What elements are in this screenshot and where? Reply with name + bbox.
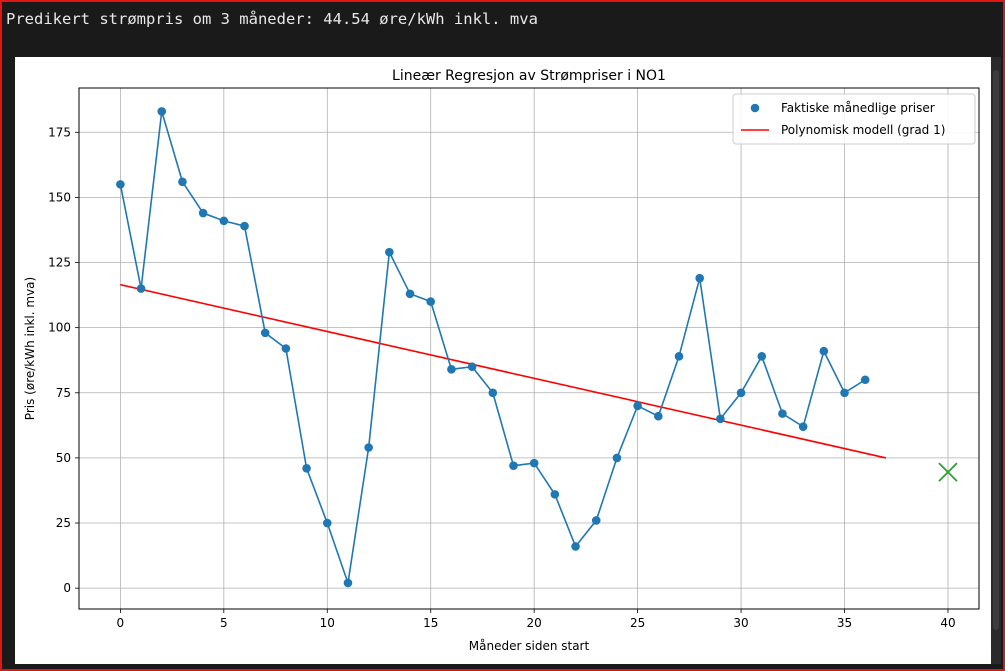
y-tick-label: 50 [56,451,71,465]
price-point [219,216,229,226]
y-tick-label: 0 [63,581,71,595]
regression-line [120,283,887,459]
price-point [840,388,849,398]
price-point [488,388,498,398]
y-tick-label: 25 [56,516,71,530]
price-point [798,422,808,431]
price-point [405,289,415,299]
y-tick-label: 100 [48,321,71,335]
y-tick-label: 75 [56,386,71,400]
legend-box [732,93,976,145]
x-tick-label: 40 [940,616,955,630]
price-point [819,346,829,356]
price-line [119,111,866,584]
price-point [778,409,787,418]
price-point [695,273,704,283]
prediction-marker-stroke [938,462,958,482]
y-axis-label: Pris (øre/kWh inkl. mva) [23,277,37,420]
price-point [571,542,580,551]
price-point [467,362,477,372]
legend-swatch-actual [750,103,760,113]
price-point [447,365,456,374]
price-point [385,247,394,257]
x-tick-label: 0 [117,616,125,630]
y-tick-label: 175 [48,125,71,139]
price-point [178,177,187,187]
prediction-output-text: Predikert strømpris om 3 måneder: 44.54 … [6,10,538,28]
prediction-marker [938,462,958,482]
price-point [550,490,560,499]
x-tick-label: 30 [733,616,748,630]
price-point [240,221,249,231]
output-scrollbar-thumb[interactable] [993,70,999,630]
price-point [426,297,436,306]
x-tick-label: 5 [220,616,228,630]
price-point [633,401,642,411]
price-point [757,352,767,361]
x-tick-label: 25 [630,616,645,630]
chart-title: Lineær Regresjon av Strømpriser i NO1 [392,68,666,84]
price-point [736,388,746,398]
price-point [364,443,373,452]
price-point [612,453,622,463]
y-tick-label: 125 [48,256,71,270]
plot-output-area: 0 5 10 15 20 25 30 35 40 0 25 50 75 100 125 150 175 Lineæ… [15,57,991,664]
x-tick-label: 15 [423,616,438,630]
price-point [302,464,311,473]
price-point [529,458,539,468]
price-point [136,284,146,293]
x-tick-label: 10 [320,616,335,630]
regression-chart: 0 5 10 15 20 25 30 35 40 0 25 50 75 100 125 150 175 Lineæ… [23,68,980,653]
price-point [674,352,684,361]
price-point [198,208,208,218]
x-tick-label: 35 [837,616,852,630]
price-point [343,578,353,588]
price-point [591,516,601,525]
x-axis-label: Måneder siden start [469,639,590,653]
price-point [860,375,870,385]
price-point [116,180,125,189]
x-tick-label: 20 [527,616,542,630]
price-point [716,414,725,424]
y-tick-label: 150 [48,190,71,204]
axes-frame [78,87,980,610]
legend-label-model: Polynomisk modell (grad 1) [781,123,945,137]
price-point [157,107,167,116]
price-point [322,518,332,528]
price-point [281,344,291,353]
legend-label-actual: Faktiske månedlige priser [781,101,935,115]
price-point [509,461,518,471]
price-point [260,328,270,338]
price-point [654,411,663,421]
